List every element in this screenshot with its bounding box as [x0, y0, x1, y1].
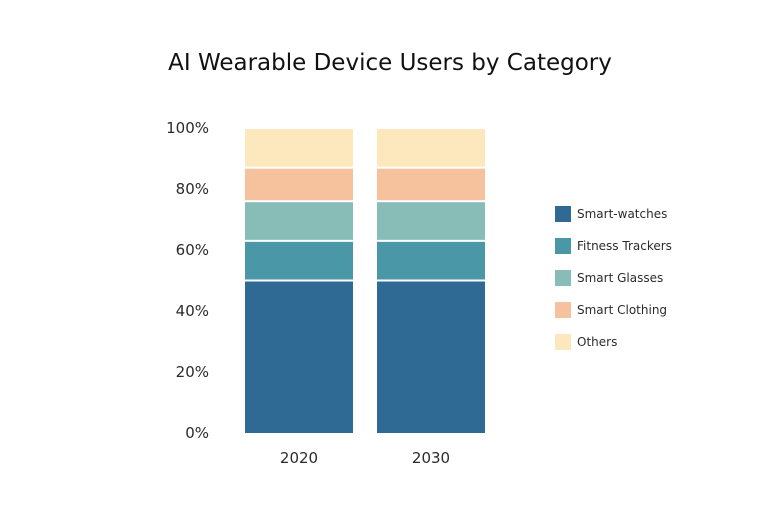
- bar-segment: [377, 281, 485, 433]
- bar-segment: [245, 168, 353, 201]
- legend-label: Smart Glasses: [577, 271, 663, 285]
- bar-segment: [245, 129, 353, 167]
- y-tick-label: 60%: [176, 241, 209, 259]
- bar-segment: [245, 202, 353, 240]
- legend-swatch: [555, 238, 571, 254]
- y-tick-label: 100%: [166, 119, 209, 137]
- y-tick-label: 20%: [176, 363, 209, 381]
- y-tick-label: 0%: [185, 424, 209, 442]
- y-axis: 0% 20% 40% 60% 80% 100%: [166, 119, 209, 442]
- chart-title: AI Wearable Device Users by Category: [168, 50, 612, 76]
- x-tick-label: 2030: [412, 449, 450, 467]
- legend-swatch: [555, 270, 571, 286]
- bar-segment: [245, 241, 353, 280]
- legend-swatch: [555, 334, 571, 350]
- legend-label: Others: [577, 335, 617, 349]
- bar-segment: [377, 241, 485, 280]
- legend-label: Fitness Trackers: [577, 239, 672, 253]
- legend-swatch: [555, 206, 571, 222]
- bar-segment: [377, 129, 485, 167]
- x-tick-label: 2020: [280, 449, 318, 467]
- bar-segment: [377, 168, 485, 201]
- x-axis: 2020 2030: [280, 449, 450, 467]
- bar-segment: [245, 281, 353, 433]
- y-tick-label: 80%: [176, 180, 209, 198]
- legend-label: Smart Clothing: [577, 303, 667, 317]
- legend: Smart-watches Fitness Trackers Smart Glass…: [555, 206, 672, 350]
- bar-segment: [377, 202, 485, 240]
- legend-label: Smart-watches: [577, 207, 667, 221]
- bars: [245, 129, 485, 433]
- y-tick-label: 40%: [176, 302, 209, 320]
- legend-swatch: [555, 302, 571, 318]
